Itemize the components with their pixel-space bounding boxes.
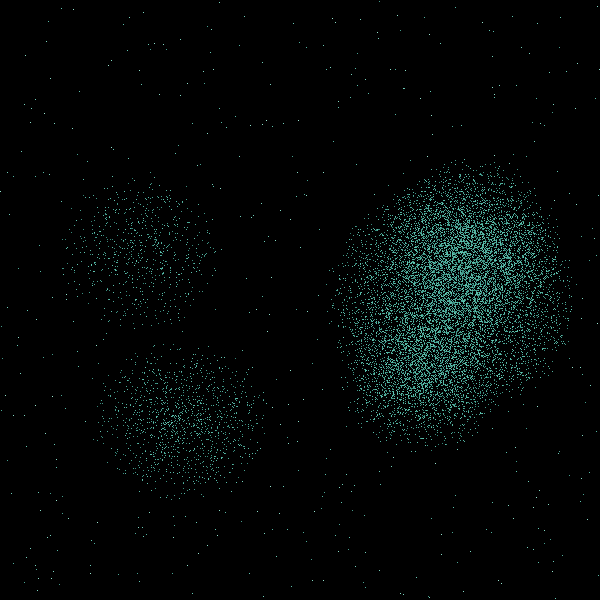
radar-reflectivity-display[interactable]: Base Reflectivity dBZ Radar Reflectivity… — [0, 0, 600, 600]
radar-echo-canvas[interactable] — [0, 0, 600, 600]
